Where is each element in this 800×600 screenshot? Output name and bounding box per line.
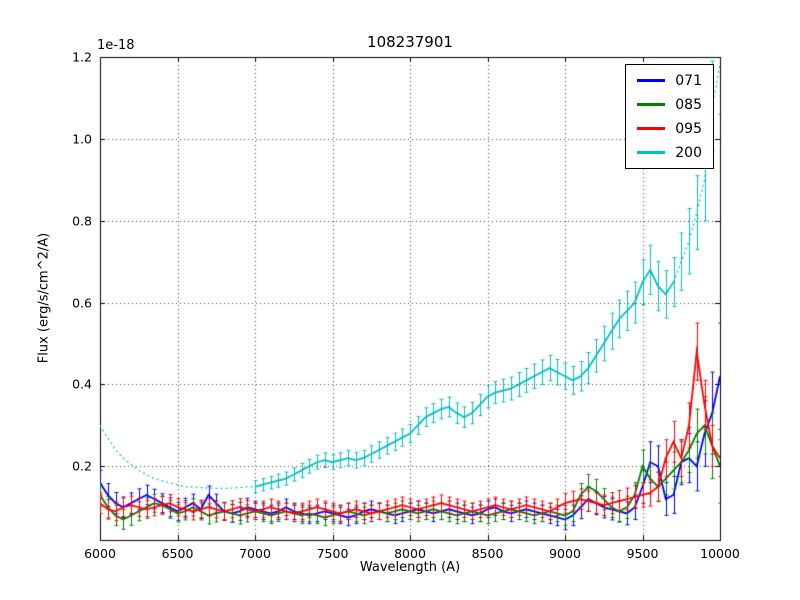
y-tick-label: 1.2 [72, 49, 92, 65]
legend-item-200: 200 [637, 143, 702, 162]
x-tick-label: 7000 [239, 546, 271, 561]
legend-item-085: 085 [637, 95, 702, 114]
x-tick-label: 7500 [316, 546, 349, 561]
legend-label: 200 [675, 144, 702, 161]
legend-swatch-085 [637, 103, 666, 106]
legend-swatch-095 [637, 127, 666, 130]
legend-label: 095 [675, 120, 702, 137]
x-tick-label: 6500 [161, 546, 194, 561]
y-tick-label: 0.4 [72, 376, 92, 392]
legend-label: 071 [675, 72, 702, 89]
y-tick-label: 0.2 [72, 458, 92, 474]
x-tick-label: 8000 [394, 546, 426, 561]
y-tick-label: 1.0 [72, 131, 92, 147]
legend-item-095: 095 [637, 119, 702, 138]
chart-title: 108237901 [367, 33, 453, 51]
y-tick-label: 0.8 [72, 213, 92, 229]
legend-swatch-071 [637, 79, 666, 82]
x-axis-label: Wavelength (A) [359, 560, 461, 575]
legend-label: 085 [675, 96, 702, 113]
y-axis-offset-label: 1e-18 [97, 38, 135, 53]
x-tick-label: 9500 [626, 546, 659, 561]
legend-swatch-200 [637, 151, 666, 154]
y-tick-label: 0.6 [72, 295, 92, 311]
legend: 071 085 095 200 [625, 64, 714, 169]
y-axis-label: Flux (erg/s/cm^2/A) [36, 232, 52, 364]
legend-item-071: 071 [637, 71, 702, 90]
x-tick-label: 6000 [84, 546, 116, 561]
x-tick-label: 8500 [471, 546, 504, 561]
x-tick-label: 10000 [700, 546, 740, 561]
x-tick-label: 9000 [549, 546, 581, 561]
